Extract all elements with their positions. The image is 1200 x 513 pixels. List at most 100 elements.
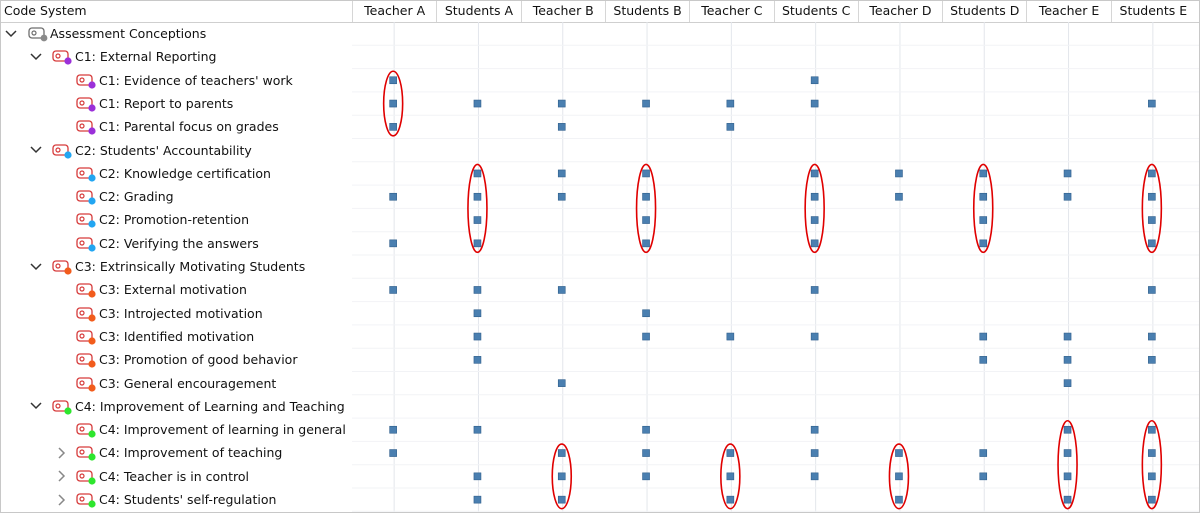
column-header-teacher-d[interactable]: Teacher D bbox=[857, 0, 942, 22]
tree-code-row[interactable]: C3: General encouragement bbox=[0, 372, 352, 395]
code-occurrence-marker[interactable] bbox=[895, 169, 903, 178]
tree-code-row[interactable]: C3: Introjected motivation bbox=[0, 302, 352, 325]
column-header-students-c[interactable]: Students C bbox=[773, 0, 858, 22]
code-occurrence-marker[interactable] bbox=[1148, 495, 1156, 504]
code-occurrence-marker[interactable] bbox=[979, 216, 988, 224]
code-system-header[interactable]: Code System bbox=[4, 3, 87, 18]
tree-code-row[interactable]: C1: Report to parents bbox=[0, 92, 352, 115]
code-occurrence-marker[interactable] bbox=[557, 472, 566, 481]
code-occurrence-marker[interactable] bbox=[810, 216, 819, 224]
tree-root-row[interactable]: Assessment Conceptions bbox=[0, 22, 352, 45]
tree-code-row[interactable]: C2: Promotion-retention bbox=[0, 208, 352, 231]
code-occurrence-marker[interactable] bbox=[473, 425, 482, 434]
code-occurrence-marker[interactable] bbox=[810, 472, 819, 481]
chevron-right-icon[interactable] bbox=[55, 488, 69, 511]
tree-code-row[interactable]: C3: Promotion of good behavior bbox=[0, 348, 352, 371]
chevron-down-icon[interactable] bbox=[29, 139, 43, 162]
code-occurrence-marker[interactable] bbox=[1063, 495, 1072, 504]
code-occurrence-marker[interactable] bbox=[557, 495, 566, 504]
code-occurrence-marker[interactable] bbox=[979, 169, 988, 178]
chevron-down-icon[interactable] bbox=[29, 255, 43, 278]
code-occurrence-marker[interactable] bbox=[473, 472, 482, 481]
code-occurrence-marker[interactable] bbox=[979, 472, 988, 481]
column-header-students-b[interactable]: Students B bbox=[604, 0, 689, 22]
code-occurrence-marker[interactable] bbox=[389, 192, 397, 201]
tree-code-row[interactable]: C1: Parental focus on grades bbox=[0, 115, 352, 138]
code-occurrence-marker[interactable] bbox=[810, 169, 819, 178]
code-occurrence-marker[interactable] bbox=[1148, 216, 1156, 224]
tree-code-row[interactable]: C4: Teacher is in control bbox=[0, 465, 352, 488]
code-occurrence-marker[interactable] bbox=[389, 99, 397, 108]
code-occurrence-marker[interactable] bbox=[473, 99, 482, 108]
code-occurrence-marker[interactable] bbox=[726, 449, 735, 457]
tree-code-row[interactable]: C4: Improvement of learning in general bbox=[0, 418, 352, 441]
tree-category-row[interactable]: C1: External Reporting bbox=[0, 45, 352, 68]
column-header-teacher-b[interactable]: Teacher B bbox=[520, 0, 605, 22]
column-header-teacher-e[interactable]: Teacher E bbox=[1026, 0, 1110, 22]
code-occurrence-marker[interactable] bbox=[642, 309, 650, 318]
column-header-students-a[interactable]: Students A bbox=[436, 0, 520, 22]
code-occurrence-marker[interactable] bbox=[473, 286, 482, 294]
code-occurrence-marker[interactable] bbox=[895, 495, 903, 504]
tree-code-row[interactable]: C3: Identified motivation bbox=[0, 325, 352, 348]
code-occurrence-marker[interactable] bbox=[642, 192, 650, 201]
code-occurrence-marker[interactable] bbox=[895, 192, 903, 201]
code-occurrence-marker[interactable] bbox=[1063, 192, 1072, 201]
code-occurrence-marker[interactable] bbox=[1148, 239, 1156, 248]
code-occurrence-marker[interactable] bbox=[810, 449, 819, 457]
code-occurrence-marker[interactable] bbox=[1063, 379, 1072, 387]
code-occurrence-marker[interactable] bbox=[1148, 425, 1156, 434]
code-occurrence-marker[interactable] bbox=[473, 332, 482, 341]
code-occurrence-marker[interactable] bbox=[1148, 449, 1156, 457]
code-occurrence-marker[interactable] bbox=[979, 449, 988, 457]
code-occurrence-marker[interactable] bbox=[810, 239, 819, 248]
code-occurrence-marker[interactable] bbox=[1063, 449, 1072, 457]
code-occurrence-marker[interactable] bbox=[979, 239, 988, 248]
chevron-down-icon[interactable] bbox=[4, 22, 18, 45]
code-occurrence-marker[interactable] bbox=[473, 495, 482, 504]
code-occurrence-marker[interactable] bbox=[389, 449, 397, 457]
code-occurrence-marker[interactable] bbox=[726, 495, 735, 504]
code-occurrence-marker[interactable] bbox=[557, 123, 566, 131]
code-occurrence-marker[interactable] bbox=[1148, 472, 1156, 481]
tree-code-row[interactable]: C4: Students' self-regulation bbox=[0, 488, 352, 511]
chevron-down-icon[interactable] bbox=[29, 45, 43, 68]
chevron-right-icon[interactable] bbox=[55, 465, 69, 488]
code-occurrence-marker[interactable] bbox=[473, 216, 482, 224]
code-occurrence-marker[interactable] bbox=[473, 239, 482, 248]
code-occurrence-marker[interactable] bbox=[642, 425, 650, 434]
column-header-students-d[interactable]: Students D bbox=[942, 0, 1026, 22]
code-occurrence-marker[interactable] bbox=[557, 379, 566, 387]
code-occurrence-marker[interactable] bbox=[557, 99, 566, 108]
tree-code-row[interactable]: C2: Verifying the answers bbox=[0, 232, 352, 255]
code-occurrence-marker[interactable] bbox=[473, 356, 482, 364]
code-occurrence-marker[interactable] bbox=[726, 332, 735, 341]
code-occurrence-marker[interactable] bbox=[1148, 286, 1156, 294]
code-occurrence-marker[interactable] bbox=[389, 425, 397, 434]
code-occurrence-marker[interactable] bbox=[1063, 472, 1072, 481]
code-occurrence-marker[interactable] bbox=[1148, 99, 1156, 108]
tree-category-row[interactable]: C4: Improvement of Learning and Teaching bbox=[0, 395, 352, 418]
code-occurrence-marker[interactable] bbox=[557, 286, 566, 294]
code-occurrence-marker[interactable] bbox=[473, 309, 482, 318]
chevron-right-icon[interactable] bbox=[55, 441, 69, 464]
code-occurrence-marker[interactable] bbox=[389, 286, 397, 294]
code-occurrence-marker[interactable] bbox=[895, 472, 903, 481]
column-header-students-e[interactable]: Students E bbox=[1110, 0, 1195, 22]
code-occurrence-marker[interactable] bbox=[726, 123, 735, 131]
code-occurrence-marker[interactable] bbox=[557, 169, 566, 178]
tree-category-row[interactable]: C2: Students' Accountability bbox=[0, 139, 352, 162]
code-occurrence-marker[interactable] bbox=[557, 449, 566, 457]
code-occurrence-marker[interactable] bbox=[895, 449, 903, 457]
tree-category-row[interactable]: C3: Extrinsically Motivating Students bbox=[0, 255, 352, 278]
code-occurrence-marker[interactable] bbox=[389, 76, 397, 85]
code-occurrence-marker[interactable] bbox=[1063, 425, 1072, 434]
code-occurrence-marker[interactable] bbox=[389, 123, 397, 131]
code-occurrence-marker[interactable] bbox=[810, 192, 819, 201]
tree-code-row[interactable]: C3: External motivation bbox=[0, 278, 352, 301]
code-occurrence-marker[interactable] bbox=[642, 239, 650, 248]
tree-code-row[interactable]: C2: Knowledge certification bbox=[0, 162, 352, 185]
code-occurrence-marker[interactable] bbox=[557, 192, 566, 201]
code-occurrence-marker[interactable] bbox=[1148, 169, 1156, 178]
tree-code-row[interactable]: C4: Improvement of teaching bbox=[0, 441, 352, 464]
